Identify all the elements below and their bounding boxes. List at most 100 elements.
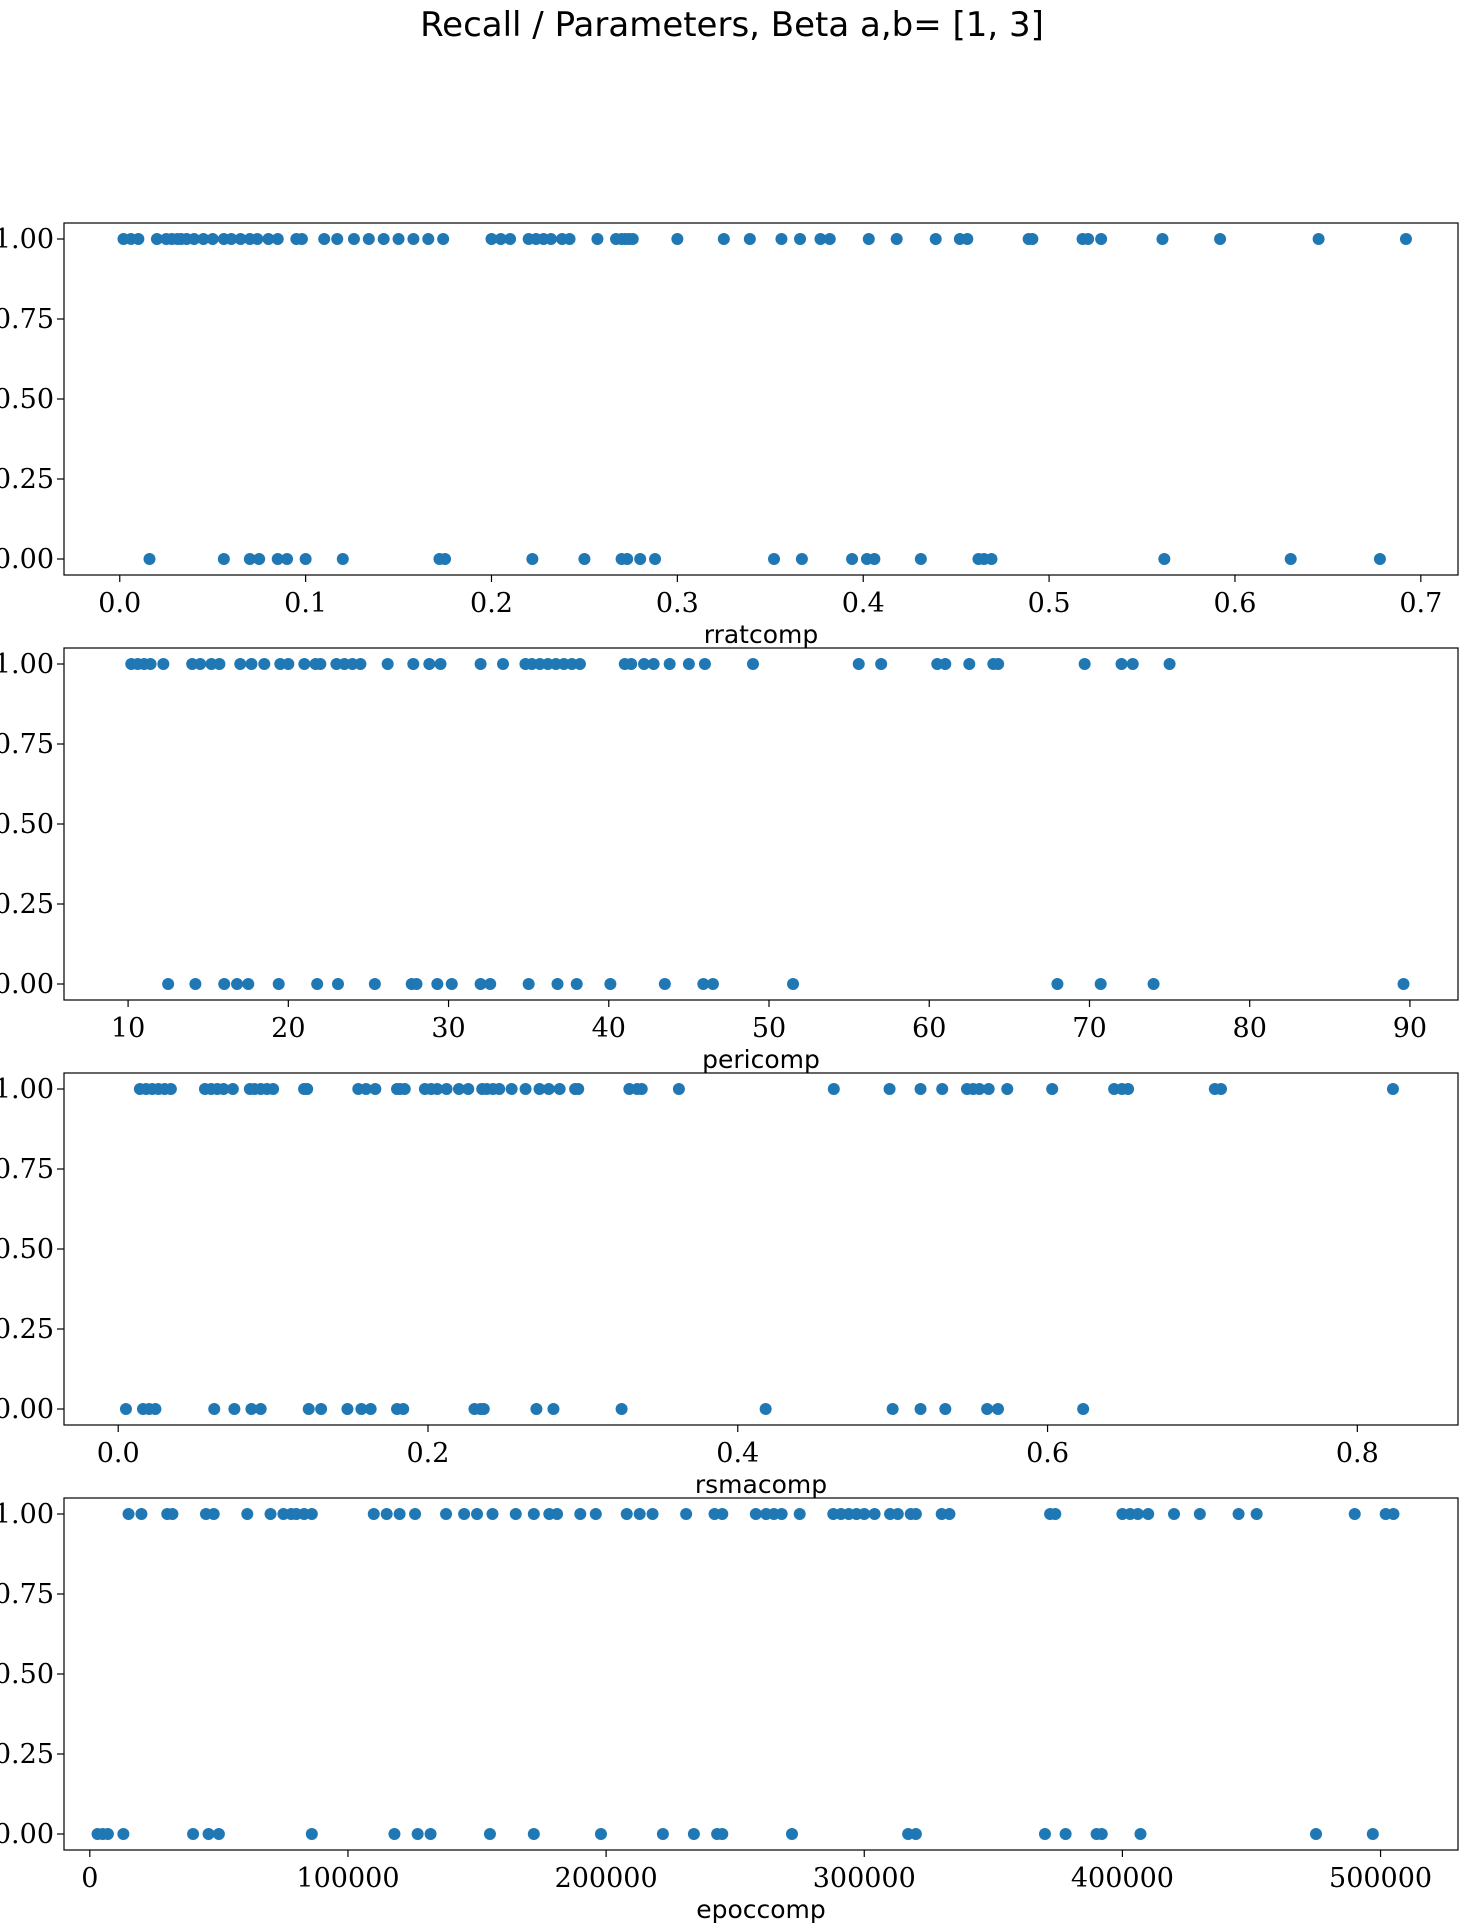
- data-point: [1122, 1083, 1135, 1095]
- data-point: [852, 658, 865, 670]
- data-point: [1046, 1083, 1059, 1095]
- data-point: [1163, 658, 1176, 670]
- x-tick-label: 40: [592, 1013, 626, 1044]
- data-point: [213, 658, 226, 670]
- data-point: [775, 233, 788, 245]
- data-point: [493, 1083, 506, 1095]
- data-point: [544, 233, 557, 245]
- data-point: [768, 553, 781, 565]
- data-point: [985, 553, 998, 565]
- data-point: [143, 553, 156, 565]
- data-point: [572, 1083, 585, 1095]
- data-point: [440, 1508, 453, 1520]
- data-point: [188, 233, 201, 245]
- data-point: [793, 1508, 806, 1520]
- data-point: [1397, 978, 1410, 990]
- y-tick-label: 0.75: [0, 304, 54, 335]
- data-point: [189, 978, 202, 990]
- data-point: [716, 1508, 729, 1520]
- data-point: [474, 978, 487, 990]
- data-point: [1134, 1828, 1147, 1840]
- data-point: [1284, 553, 1297, 565]
- data-point: [706, 978, 719, 990]
- data-point: [858, 1508, 871, 1520]
- x-tick-label: 10: [111, 1013, 145, 1044]
- y-tick-label: 0.75: [0, 1579, 54, 1610]
- data-point: [407, 233, 420, 245]
- data-point: [909, 1828, 922, 1840]
- data-point: [149, 1403, 162, 1415]
- data-point: [228, 1403, 241, 1415]
- y-tick-label: 0.00: [0, 544, 54, 575]
- data-point: [422, 233, 435, 245]
- data-point: [1348, 1508, 1361, 1520]
- data-point: [234, 233, 247, 245]
- data-point: [646, 1508, 659, 1520]
- data-point: [258, 658, 271, 670]
- data-point: [315, 1403, 328, 1415]
- data-point: [318, 233, 331, 245]
- data-point: [462, 1083, 475, 1095]
- data-point: [242, 978, 255, 990]
- data-point: [301, 1083, 314, 1095]
- data-point: [1001, 1083, 1014, 1095]
- data-point: [633, 1508, 646, 1520]
- data-point: [1126, 658, 1139, 670]
- data-point: [144, 658, 157, 670]
- data-point: [1158, 553, 1171, 565]
- data-point: [936, 1083, 949, 1095]
- data-point: [166, 1508, 179, 1520]
- data-point: [504, 233, 517, 245]
- data-point: [682, 658, 695, 670]
- data-point: [217, 553, 230, 565]
- data-point: [117, 1828, 130, 1840]
- x-tick-label: 0.8: [1336, 1438, 1379, 1469]
- data-point: [1373, 553, 1386, 565]
- x-tick-label: 0.0: [97, 1438, 140, 1469]
- data-point: [262, 233, 275, 245]
- data-point: [458, 1508, 471, 1520]
- data-point: [1250, 1508, 1263, 1520]
- data-point: [589, 1508, 602, 1520]
- x-tick-label: 0.6: [1026, 1438, 1069, 1469]
- data-point: [398, 1083, 411, 1095]
- data-point: [1366, 1828, 1379, 1840]
- data-point: [883, 1083, 896, 1095]
- data-point: [393, 1508, 406, 1520]
- data-point: [245, 658, 258, 670]
- data-point: [410, 978, 423, 990]
- y-tick-label: 0.25: [0, 464, 54, 495]
- data-point: [299, 553, 312, 565]
- x-tick-label: 0.4: [716, 1438, 759, 1469]
- y-tick-label: 0.50: [0, 1659, 54, 1690]
- figure-title: Recall / Parameters, Beta a,b= [1, 3]: [420, 5, 1044, 45]
- data-point: [271, 553, 284, 565]
- subplot-3: 0.00 0.25 0.50 0.75 1.00 0.0 0.2 0.4 0.6 0.8 rsmac…: [0, 1072, 1459, 1499]
- data-point: [909, 1508, 922, 1520]
- data-point: [445, 978, 458, 990]
- data-point: [397, 1403, 410, 1415]
- x-tick-label: 20: [271, 1013, 305, 1044]
- data-point: [671, 233, 684, 245]
- y-tick-label: 0.00: [0, 1819, 54, 1850]
- data-point: [982, 1083, 995, 1095]
- x-tick-label: 50: [752, 1013, 786, 1044]
- data-point: [1059, 1828, 1072, 1840]
- x-tick-label: 100000: [296, 1863, 399, 1894]
- data-point: [1156, 233, 1169, 245]
- data-point: [409, 1508, 422, 1520]
- data-point: [1193, 1508, 1206, 1520]
- data-point: [505, 1083, 518, 1095]
- x-tick-label: 30: [431, 1013, 465, 1044]
- y-tick-label: 1.00: [0, 649, 54, 680]
- x-axis-label: pericomp: [702, 1045, 820, 1074]
- x-tick-label: 0.1: [284, 588, 327, 619]
- data-point: [1312, 233, 1325, 245]
- x-tick-label: 0.7: [1399, 588, 1442, 619]
- data-point: [1214, 233, 1227, 245]
- y-tick-label: 0.75: [0, 1154, 54, 1185]
- data-point: [746, 658, 759, 670]
- data-point: [1115, 658, 1128, 670]
- data-point: [336, 553, 349, 565]
